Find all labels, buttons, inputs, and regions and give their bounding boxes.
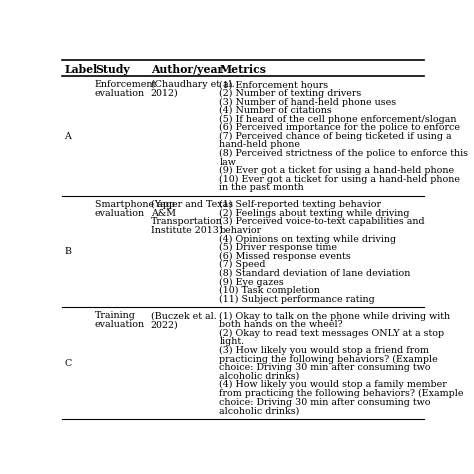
Text: (Yager and Texas: (Yager and Texas [151, 200, 233, 210]
Text: behavior: behavior [219, 226, 262, 235]
Text: A&M: A&M [151, 209, 176, 218]
Text: (10) Ever got a ticket for using a hand-held phone: (10) Ever got a ticket for using a hand-… [219, 175, 460, 184]
Text: (4) Number of citations: (4) Number of citations [219, 106, 332, 115]
Text: 2022): 2022) [151, 320, 179, 329]
Text: Training: Training [95, 311, 136, 320]
Text: law: law [219, 158, 237, 167]
Text: Transportation: Transportation [151, 218, 223, 227]
Text: A: A [64, 132, 71, 141]
Text: (6) Perceived importance for the police to enforce: (6) Perceived importance for the police … [219, 123, 460, 132]
Text: (3) How likely you would stop a friend from: (3) How likely you would stop a friend f… [219, 346, 429, 355]
Text: from practicing the following behaviors? (Example: from practicing the following behaviors?… [219, 389, 464, 398]
Text: (9) Eye gazes: (9) Eye gazes [219, 278, 284, 287]
Text: (11) Subject performance rating: (11) Subject performance rating [219, 295, 375, 304]
Text: (1) Enforcement hours: (1) Enforcement hours [219, 80, 328, 89]
Text: alcoholic drinks): alcoholic drinks) [219, 406, 300, 415]
Text: evaluation: evaluation [95, 209, 145, 218]
Text: (8) Perceived strictness of the police to enforce this: (8) Perceived strictness of the police t… [219, 149, 468, 158]
Text: (7) Perceived chance of being ticketed if using a: (7) Perceived chance of being ticketed i… [219, 132, 452, 141]
Text: evaluation: evaluation [95, 89, 145, 98]
Text: (3) Perceived voice-to-text capabilities and: (3) Perceived voice-to-text capabilities… [219, 218, 425, 227]
Text: 2012): 2012) [151, 89, 179, 98]
Text: (1) Okay to talk on the phone while driving with: (1) Okay to talk on the phone while driv… [219, 311, 451, 320]
Text: choice: Driving 30 min after consuming two: choice: Driving 30 min after consuming t… [219, 398, 431, 407]
Text: (10) Task completion: (10) Task completion [219, 286, 320, 295]
Text: choice: Driving 30 min after consuming two: choice: Driving 30 min after consuming t… [219, 363, 431, 372]
Text: Author/year: Author/year [151, 64, 223, 75]
Text: Smartphone app: Smartphone app [95, 200, 175, 209]
Text: C: C [64, 359, 72, 368]
Text: (7) Speed: (7) Speed [219, 260, 266, 270]
Text: (9) Ever got a ticket for using a hand-held phone: (9) Ever got a ticket for using a hand-h… [219, 166, 455, 175]
Text: in the past month: in the past month [219, 183, 304, 192]
Text: Institute 2013): Institute 2013) [151, 226, 222, 235]
Text: (2) Number of texting drivers: (2) Number of texting drivers [219, 89, 362, 98]
Text: Metrics: Metrics [219, 64, 266, 75]
Text: (4) Opinions on texting while driving: (4) Opinions on texting while driving [219, 235, 397, 244]
Text: (8) Standard deviation of lane deviation: (8) Standard deviation of lane deviation [219, 269, 411, 278]
Text: (Buczek et al.: (Buczek et al. [151, 311, 217, 320]
Text: Label: Label [64, 64, 97, 75]
Text: Enforcement: Enforcement [95, 80, 157, 89]
Text: (6) Missed response events: (6) Missed response events [219, 252, 351, 261]
Text: (5) Driver response time: (5) Driver response time [219, 243, 337, 252]
Text: (3) Number of hand-held phone uses: (3) Number of hand-held phone uses [219, 98, 397, 107]
Text: B: B [64, 247, 71, 256]
Text: light.: light. [219, 337, 245, 346]
Text: (Chaudhary et al.: (Chaudhary et al. [151, 80, 235, 89]
Text: Study: Study [95, 64, 129, 75]
Text: (1) Self-reported texting behavior: (1) Self-reported texting behavior [219, 200, 382, 210]
Text: alcoholic drinks): alcoholic drinks) [219, 372, 300, 381]
Text: (2) Okay to read text messages ONLY at a stop: (2) Okay to read text messages ONLY at a… [219, 328, 445, 338]
Text: evaluation: evaluation [95, 320, 145, 329]
Text: (5) If heard of the cell phone enforcement/slogan: (5) If heard of the cell phone enforceme… [219, 115, 457, 124]
Text: hand-held phone: hand-held phone [219, 140, 301, 149]
Text: (2) Feelings about texting while driving: (2) Feelings about texting while driving [219, 209, 410, 218]
Text: practicing the following behaviors? (Example: practicing the following behaviors? (Exa… [219, 355, 438, 364]
Text: (4) How likely you would stop a family member: (4) How likely you would stop a family m… [219, 380, 447, 390]
Text: both hands on the wheel?: both hands on the wheel? [219, 320, 343, 329]
